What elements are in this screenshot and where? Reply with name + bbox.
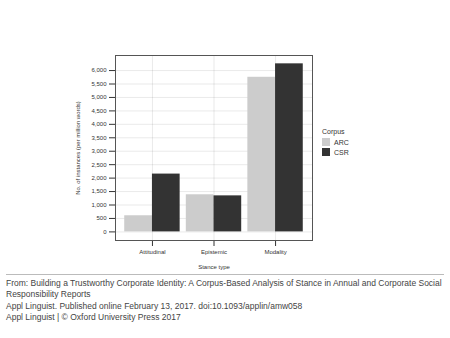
svg-text:1,000: 1,000 bbox=[91, 202, 107, 208]
html-text:Appl Linguist. Published onlin: Appl Linguist. Published online February… bbox=[6, 300, 303, 311]
svg-text:Epistemic: Epistemic bbox=[201, 249, 227, 255]
svg-text:6,000: 6,000 bbox=[91, 67, 107, 73]
svg-text:0: 0 bbox=[103, 229, 107, 235]
svg-text:No. of instances (per million: No. of instances (per million words) bbox=[75, 101, 81, 195]
html-text:CSR: CSR bbox=[334, 148, 349, 156]
html-text:From: Building a Trustworthy C: From: Building a Trustworthy Corporate I… bbox=[6, 278, 442, 300]
svg-text:1,500: 1,500 bbox=[91, 188, 107, 194]
svg-text:4,500: 4,500 bbox=[91, 108, 107, 114]
svg-text:2,500: 2,500 bbox=[91, 162, 107, 168]
html-text:Appl Linguist | © Oxford Unive: Appl Linguist | © Oxford University Pres… bbox=[6, 312, 181, 323]
svg-text:3,500: 3,500 bbox=[91, 135, 107, 141]
svg-text:4,000: 4,000 bbox=[91, 121, 107, 127]
svg-text:Modality: Modality bbox=[264, 249, 286, 255]
svg-text:500: 500 bbox=[96, 215, 107, 221]
svg-text:5,000: 5,000 bbox=[91, 94, 107, 100]
svg-text:Stance type: Stance type bbox=[198, 264, 230, 270]
html-text:Corpus: Corpus bbox=[322, 128, 345, 135]
svg-text:Attitudinal: Attitudinal bbox=[139, 249, 165, 255]
svg-text:2,000: 2,000 bbox=[91, 175, 107, 181]
html-text:ARC: ARC bbox=[334, 138, 349, 146]
svg-text:5,500: 5,500 bbox=[91, 81, 107, 87]
svg-text:3,000: 3,000 bbox=[91, 148, 107, 154]
